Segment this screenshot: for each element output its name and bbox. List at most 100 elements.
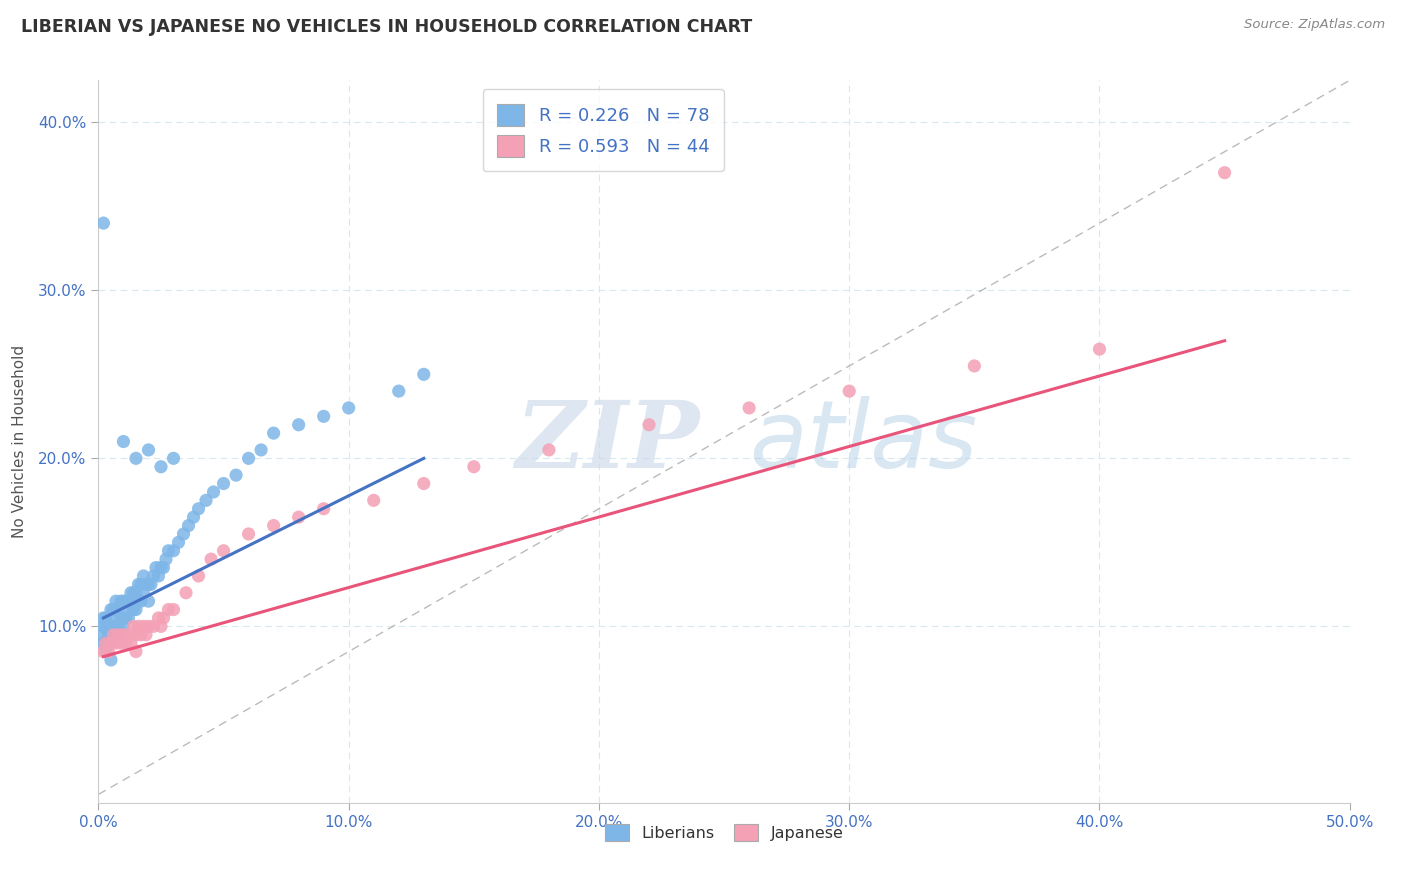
Point xyxy=(115,636,138,650)
Point xyxy=(162,451,184,466)
Point xyxy=(187,569,209,583)
Point xyxy=(120,586,142,600)
Point xyxy=(963,359,986,373)
Point xyxy=(263,426,285,441)
Point xyxy=(127,594,149,608)
Point xyxy=(162,543,184,558)
Point xyxy=(250,442,273,457)
Point xyxy=(148,569,170,583)
Point xyxy=(132,569,155,583)
Point xyxy=(125,644,148,658)
Point xyxy=(138,577,160,591)
Point xyxy=(117,594,139,608)
Point xyxy=(122,619,145,633)
Point xyxy=(200,552,222,566)
Point xyxy=(412,476,434,491)
Point xyxy=(173,527,195,541)
Point xyxy=(129,594,152,608)
Point xyxy=(225,468,247,483)
Point xyxy=(112,434,135,449)
Point xyxy=(103,628,125,642)
Point xyxy=(138,619,160,633)
Point xyxy=(412,368,434,382)
Point xyxy=(363,493,385,508)
Point xyxy=(150,560,173,574)
Point xyxy=(152,560,174,574)
Point xyxy=(129,577,152,591)
Point xyxy=(142,569,165,583)
Point xyxy=(125,602,148,616)
Point xyxy=(212,476,235,491)
Point xyxy=(97,628,120,642)
Point xyxy=(183,510,205,524)
Point xyxy=(838,384,860,398)
Point xyxy=(212,543,235,558)
Point xyxy=(1213,166,1236,180)
Point xyxy=(388,384,411,398)
Point xyxy=(104,594,127,608)
Point xyxy=(312,501,335,516)
Point xyxy=(148,611,170,625)
Point xyxy=(1088,342,1111,356)
Point xyxy=(117,611,139,625)
Point xyxy=(139,577,162,591)
Point xyxy=(463,459,485,474)
Point xyxy=(100,653,122,667)
Point xyxy=(112,628,135,642)
Point xyxy=(127,619,149,633)
Point xyxy=(162,602,184,616)
Point xyxy=(97,619,120,633)
Point xyxy=(157,602,180,616)
Point xyxy=(132,619,155,633)
Point xyxy=(167,535,190,549)
Legend: Liberians, Japanese: Liberians, Japanese xyxy=(596,816,852,849)
Text: atlas: atlas xyxy=(749,396,977,487)
Point xyxy=(238,451,260,466)
Point xyxy=(103,628,125,642)
Point xyxy=(125,586,148,600)
Point xyxy=(112,594,135,608)
Point xyxy=(120,636,142,650)
Point xyxy=(94,644,117,658)
Point xyxy=(337,401,360,415)
Point xyxy=(122,602,145,616)
Point xyxy=(152,611,174,625)
Point xyxy=(93,611,115,625)
Point xyxy=(138,594,160,608)
Point xyxy=(107,619,129,633)
Point xyxy=(110,636,132,650)
Point xyxy=(157,543,180,558)
Point xyxy=(103,602,125,616)
Point xyxy=(132,586,155,600)
Point xyxy=(129,628,152,642)
Point xyxy=(155,552,177,566)
Point xyxy=(100,636,122,650)
Point xyxy=(93,619,115,633)
Point xyxy=(93,644,115,658)
Point xyxy=(93,216,115,230)
Point xyxy=(110,594,132,608)
Text: Source: ZipAtlas.com: Source: ZipAtlas.com xyxy=(1244,18,1385,31)
Point xyxy=(103,619,125,633)
Point xyxy=(90,628,112,642)
Point xyxy=(122,586,145,600)
Point xyxy=(120,602,142,616)
Point xyxy=(138,442,160,457)
Point xyxy=(107,602,129,616)
Point xyxy=(115,611,138,625)
Point xyxy=(287,417,309,432)
Point xyxy=(135,577,157,591)
Point xyxy=(135,628,157,642)
Point xyxy=(94,636,117,650)
Point xyxy=(104,611,127,625)
Point xyxy=(112,611,135,625)
Point xyxy=(125,628,148,642)
Point xyxy=(127,577,149,591)
Point xyxy=(107,628,129,642)
Point xyxy=(94,611,117,625)
Point xyxy=(107,628,129,642)
Point xyxy=(93,636,115,650)
Point xyxy=(100,602,122,616)
Point xyxy=(117,628,139,642)
Point xyxy=(100,619,122,633)
